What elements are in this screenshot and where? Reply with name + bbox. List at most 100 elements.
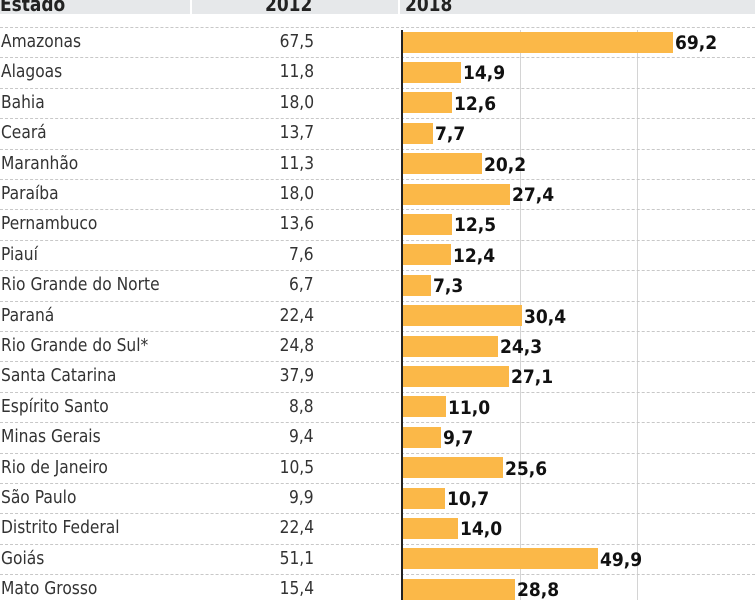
axis-line bbox=[401, 30, 403, 600]
row-separator bbox=[0, 331, 755, 332]
row-separator bbox=[0, 422, 755, 424]
value-2012: 18,0 bbox=[279, 183, 314, 204]
bar-label-2018: 7,3 bbox=[433, 275, 464, 298]
value-2012: 6,7 bbox=[289, 274, 314, 296]
row-separator bbox=[0, 574, 755, 576]
header-2012: 2012 bbox=[265, 0, 313, 16]
bar-2018 bbox=[403, 457, 503, 479]
value-2012: 37,9 bbox=[279, 365, 314, 387]
bar-label-2018: 12,4 bbox=[453, 244, 496, 267]
row-separator bbox=[0, 57, 755, 59]
bar-2018 bbox=[403, 153, 482, 175]
bar-label-2018: 11,0 bbox=[447, 396, 491, 419]
state-name: Maranhão bbox=[1, 152, 79, 174]
state-name: São Paulo bbox=[1, 487, 77, 508]
bar-label-2018: 10,7 bbox=[446, 488, 489, 510]
bar-label-2018: 14,9 bbox=[463, 62, 506, 85]
bar-2018 bbox=[403, 31, 673, 53]
row-separator bbox=[0, 270, 755, 272]
value-2012: 11,3 bbox=[279, 152, 314, 174]
bar-label-2018: 24,3 bbox=[499, 336, 542, 358]
bar-2018 bbox=[403, 396, 446, 418]
bar-2018 bbox=[403, 183, 510, 205]
bar-label-2018: 20,2 bbox=[483, 153, 526, 176]
state-name: Rio Grande do Norte bbox=[1, 274, 160, 296]
state-name: Goiás bbox=[1, 547, 45, 569]
bar-label-2018: 27,1 bbox=[510, 366, 553, 389]
bar-label-2018: 27,4 bbox=[511, 184, 555, 206]
row-separator bbox=[0, 361, 755, 363]
bar-label-2018: 49,9 bbox=[599, 548, 642, 571]
row-separator bbox=[0, 483, 755, 484]
value-2012: 13,7 bbox=[279, 122, 314, 144]
bar-2018 bbox=[403, 92, 453, 114]
bar-2018 bbox=[403, 548, 598, 570]
state-name: Minas Gerais bbox=[1, 426, 101, 448]
bar-2018 bbox=[403, 122, 434, 144]
row-separator bbox=[0, 300, 755, 302]
state-name: Paraná bbox=[1, 304, 55, 326]
state-name: Rio de Janeiro bbox=[1, 456, 108, 478]
value-2012: 11,8 bbox=[279, 61, 314, 83]
value-2012: 15,4 bbox=[279, 578, 314, 600]
state-name: Paraíba bbox=[1, 183, 59, 204]
row-separator bbox=[0, 118, 755, 120]
row-separator bbox=[0, 452, 755, 454]
row-separator bbox=[0, 513, 755, 515]
bar-label-2018: 12,5 bbox=[453, 214, 496, 237]
bar-label-2018: 69,2 bbox=[674, 32, 718, 54]
bar-2018 bbox=[403, 244, 452, 266]
state-name: Alagoas bbox=[1, 61, 63, 83]
value-2012: 9,4 bbox=[289, 426, 314, 448]
row-separator bbox=[0, 27, 755, 28]
row-separator bbox=[0, 239, 755, 241]
value-2012: 67,5 bbox=[279, 31, 314, 52]
state-name: Rio Grande do Sul* bbox=[1, 335, 149, 356]
bar-2018 bbox=[403, 61, 462, 83]
row-separator bbox=[0, 543, 755, 545]
value-2012: 22,4 bbox=[279, 304, 314, 326]
header-state: Estado bbox=[0, 0, 66, 16]
bar-2018 bbox=[403, 335, 498, 357]
value-2012: 9,9 bbox=[289, 487, 314, 508]
row-separator bbox=[0, 179, 755, 180]
value-2012: 18,0 bbox=[279, 91, 314, 113]
value-2012: 51,1 bbox=[279, 547, 314, 569]
state-name: Santa Catarina bbox=[1, 365, 117, 387]
row-separator bbox=[0, 148, 755, 150]
state-name: Pernambuco bbox=[1, 213, 98, 235]
value-2012: 24,8 bbox=[279, 335, 314, 356]
bar-2018 bbox=[403, 487, 445, 509]
bar-2018 bbox=[403, 274, 432, 296]
bar-2018 bbox=[403, 426, 441, 448]
bar-label-2018: 25,6 bbox=[504, 457, 548, 480]
state-name: Amazonas bbox=[1, 31, 82, 52]
gridline bbox=[637, 30, 638, 600]
state-name: Bahia bbox=[1, 91, 45, 113]
bar-2018 bbox=[403, 305, 522, 327]
value-2012: 8,8 bbox=[289, 395, 314, 417]
value-2012: 7,6 bbox=[289, 243, 314, 265]
header-2018: 2018 bbox=[405, 0, 453, 16]
value-2012: 10,5 bbox=[279, 456, 314, 478]
bar-2018 bbox=[403, 213, 452, 235]
bar-label-2018: 28,8 bbox=[517, 579, 560, 602]
row-separator bbox=[0, 391, 755, 393]
value-2012: 13,6 bbox=[279, 213, 314, 235]
state-name: Espírito Santo bbox=[1, 395, 109, 417]
state-name: Piauí bbox=[1, 243, 38, 265]
bar-label-2018: 9,7 bbox=[442, 427, 474, 450]
state-name: Mato Grosso bbox=[1, 578, 98, 600]
bar-2018 bbox=[403, 517, 458, 539]
bar-2018 bbox=[403, 365, 509, 387]
bar-2018 bbox=[403, 578, 516, 600]
bar-label-2018: 14,0 bbox=[459, 518, 502, 541]
state-name: Distrito Federal bbox=[1, 517, 120, 539]
value-2012: 22,4 bbox=[279, 517, 314, 539]
state-name: Ceará bbox=[1, 122, 47, 144]
header-divider bbox=[190, 0, 192, 14]
bar-label-2018: 30,4 bbox=[523, 305, 566, 328]
bar-label-2018: 12,6 bbox=[454, 92, 497, 115]
row-separator bbox=[0, 209, 755, 211]
row-separator bbox=[0, 87, 755, 89]
